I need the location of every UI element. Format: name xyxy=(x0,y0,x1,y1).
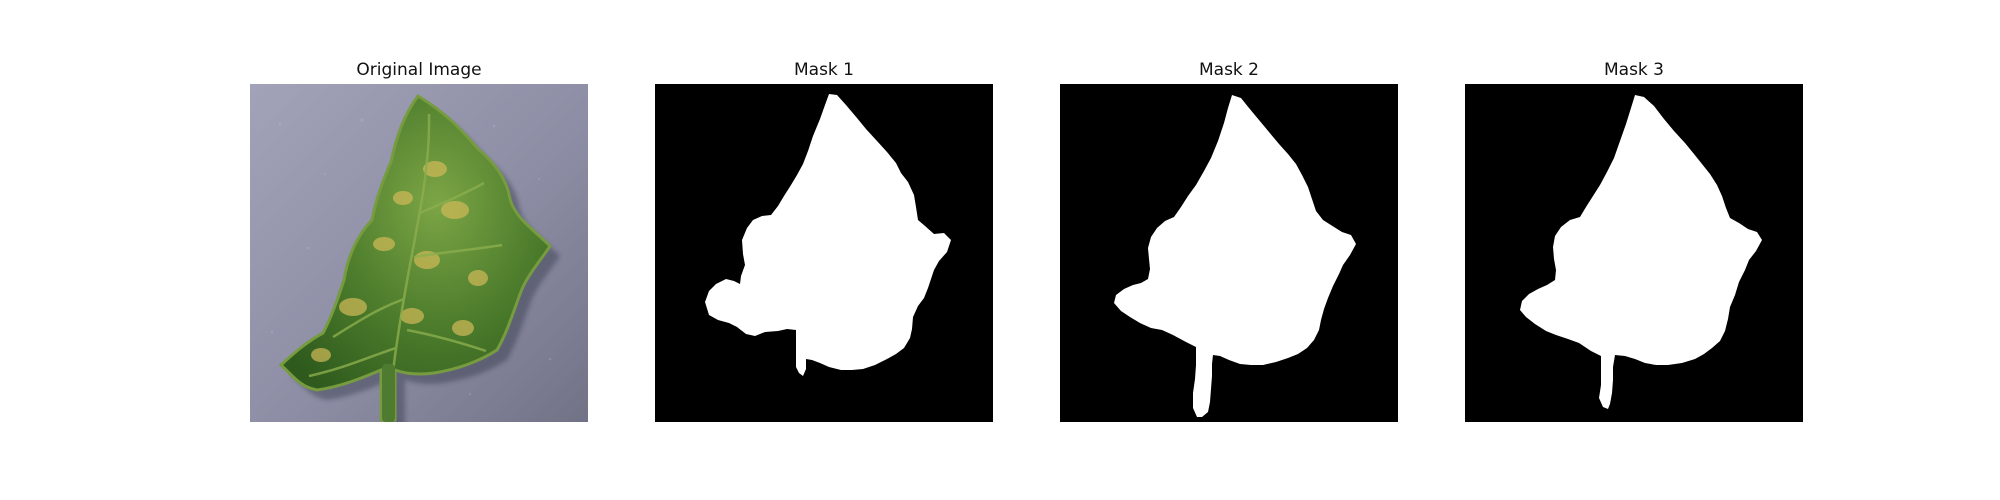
mask-2-leaf-shape xyxy=(1114,95,1356,417)
mask-1-panel: Mask 1 xyxy=(655,0,993,430)
leaf-stem xyxy=(382,364,395,422)
original-image-panel: Original Image xyxy=(250,0,588,430)
original-image-title: Original Image xyxy=(356,60,482,80)
mask-3-title: Mask 3 xyxy=(1603,60,1664,80)
mask-1-title: Mask 1 xyxy=(793,60,854,80)
mask-1-leaf-shape xyxy=(705,94,951,376)
mask-3-panel: Mask 3 xyxy=(1465,0,1803,430)
original-image xyxy=(250,84,588,422)
leaf-spots xyxy=(311,161,488,362)
mask-2-image xyxy=(1060,84,1398,422)
mask-3-leaf-shape xyxy=(1520,95,1762,409)
mask-3-image xyxy=(1465,84,1803,422)
mask-2-panel: Mask 2 xyxy=(1060,0,1398,430)
mask-2-title: Mask 2 xyxy=(1198,60,1259,80)
mask-1-image xyxy=(655,84,993,422)
